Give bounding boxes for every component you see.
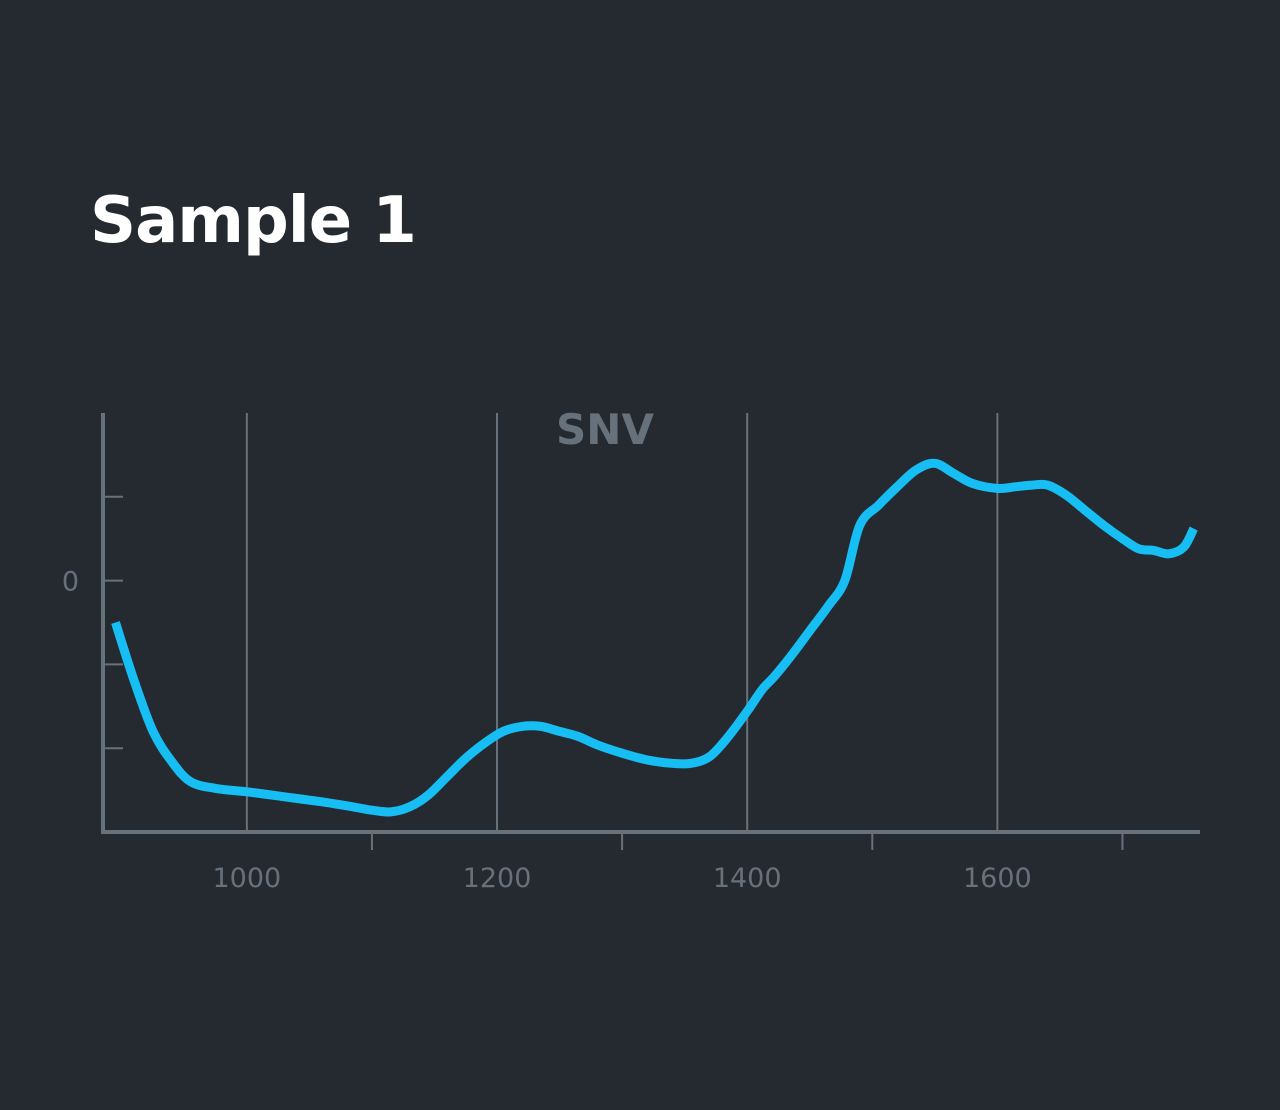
page-title: Sample 1: [90, 184, 417, 258]
x-tick-label: 1400: [713, 863, 782, 894]
grid-layer: [245, 413, 999, 832]
series-line-sample-1: [111, 458, 1198, 817]
labels-layer: 1000 1200 1400 1600 0: [62, 567, 1032, 894]
ticks-layer: [103, 495, 1124, 850]
x-tick-label: 1600: [963, 863, 1032, 894]
axes-layer: [101, 413, 1200, 834]
chart-subtitle: SNV: [556, 405, 654, 454]
y-tick-label: 0: [62, 567, 79, 598]
x-tick-label: 1200: [463, 863, 532, 894]
x-tick-label: 1000: [212, 863, 281, 894]
